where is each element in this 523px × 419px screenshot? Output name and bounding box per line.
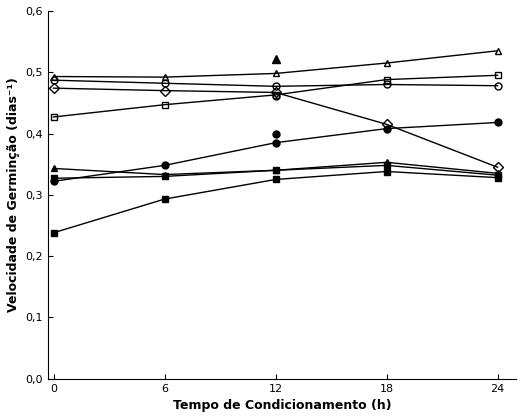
filled square hump xyxy=(162,174,168,179)
filled square low rising xyxy=(50,230,56,235)
filled square hump xyxy=(272,168,279,173)
filled square low rising xyxy=(272,177,279,182)
Line: filled square low rising: filled square low rising xyxy=(50,168,501,236)
open triangle xyxy=(494,48,501,53)
open triangle xyxy=(50,74,56,79)
open square rising xyxy=(50,114,56,119)
Line: filled triangle hump: filled triangle hump xyxy=(50,159,501,178)
filled triangle hump xyxy=(272,168,279,173)
filled triangle hump xyxy=(494,171,501,176)
open triangle xyxy=(162,75,168,80)
open diamond falling xyxy=(494,165,501,170)
filled triangle hump xyxy=(383,160,390,165)
filled square low rising xyxy=(162,197,168,202)
Line: open circle: open circle xyxy=(50,77,501,90)
filled circle rising xyxy=(383,126,390,131)
Line: open diamond falling: open diamond falling xyxy=(50,85,501,171)
open diamond falling xyxy=(272,90,279,95)
filled square low rising xyxy=(494,175,501,180)
open square rising xyxy=(272,92,279,97)
Line: filled square hump: filled square hump xyxy=(50,162,501,182)
filled square hump xyxy=(383,163,390,168)
open square rising xyxy=(383,77,390,82)
filled circle rising xyxy=(494,120,501,125)
filled square low rising xyxy=(383,169,390,174)
Line: filled circle rising: filled circle rising xyxy=(50,119,501,185)
open circle xyxy=(383,82,390,87)
Line: open triangle: open triangle xyxy=(50,47,501,80)
Line: open square rising: open square rising xyxy=(50,72,501,120)
open circle xyxy=(162,81,168,86)
open diamond falling xyxy=(50,85,56,91)
open circle xyxy=(50,78,56,83)
open triangle xyxy=(272,71,279,76)
open square rising xyxy=(162,102,168,107)
open circle xyxy=(272,84,279,89)
filled triangle hump xyxy=(162,172,168,177)
filled triangle hump xyxy=(50,166,56,171)
filled square hump xyxy=(494,173,501,178)
open square rising xyxy=(494,73,501,78)
filled circle rising xyxy=(50,179,56,184)
open diamond falling xyxy=(162,88,168,93)
open triangle xyxy=(383,60,390,65)
Y-axis label: Velocidade de Germinção (dias⁻¹): Velocidade de Germinção (dias⁻¹) xyxy=(7,78,20,312)
filled circle rising xyxy=(162,163,168,168)
open diamond falling xyxy=(383,122,390,127)
filled square hump xyxy=(50,176,56,181)
open circle xyxy=(494,83,501,88)
X-axis label: Tempo de Condicionamento (h): Tempo de Condicionamento (h) xyxy=(173,399,391,412)
filled circle rising xyxy=(272,140,279,145)
